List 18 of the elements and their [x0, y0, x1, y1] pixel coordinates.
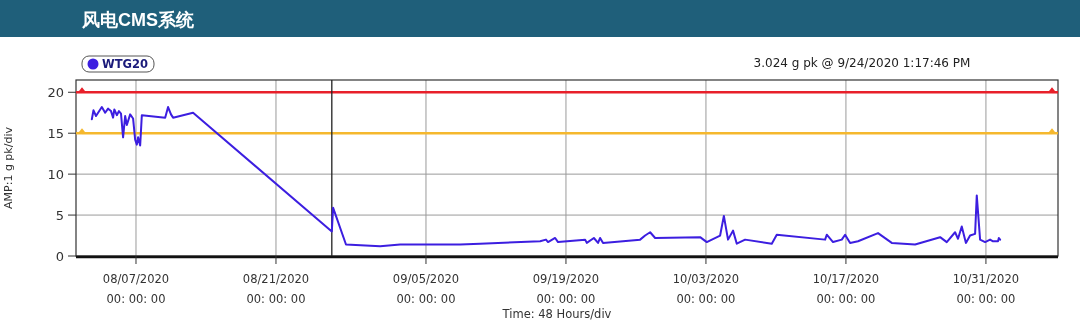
- x-tick-label: 10/17/2020 00: 00: 00: [812, 272, 880, 306]
- x-tick-label: 09/19/2020 00: 00: 00: [532, 272, 600, 306]
- legend-label: WTG20: [102, 57, 148, 71]
- x-tick-label: 10/03/2020 00: 00: 00: [672, 272, 740, 306]
- y-axis-title: AMP:1 g pk/div: [2, 126, 15, 209]
- text: 3.024 g pk @ 9/24/2020 1:17:46 PM: [753, 56, 971, 70]
- x-tick-label: 08/07/2020 00: 00: 00: [102, 272, 170, 306]
- y-tick-label: 5: [55, 208, 64, 224]
- x-axis-title: Time: 48 Hours/div: [501, 307, 612, 321]
- y-tick-label: 10: [47, 167, 64, 183]
- legend-item: WTG20: [81, 55, 155, 73]
- x-tick-label: 08/21/2020 00: 00: 00: [242, 272, 310, 306]
- y-tick-label: 20: [47, 85, 64, 101]
- y-tick-label: 15: [47, 126, 64, 142]
- x-tick-label: 10/31/2020 00: 00: 00: [952, 272, 1020, 306]
- x-tick-label: 09/05/2020 00: 00: 00: [392, 272, 460, 306]
- title: 风电CMS系统: [82, 10, 194, 30]
- y-tick-label: 0: [55, 249, 64, 264]
